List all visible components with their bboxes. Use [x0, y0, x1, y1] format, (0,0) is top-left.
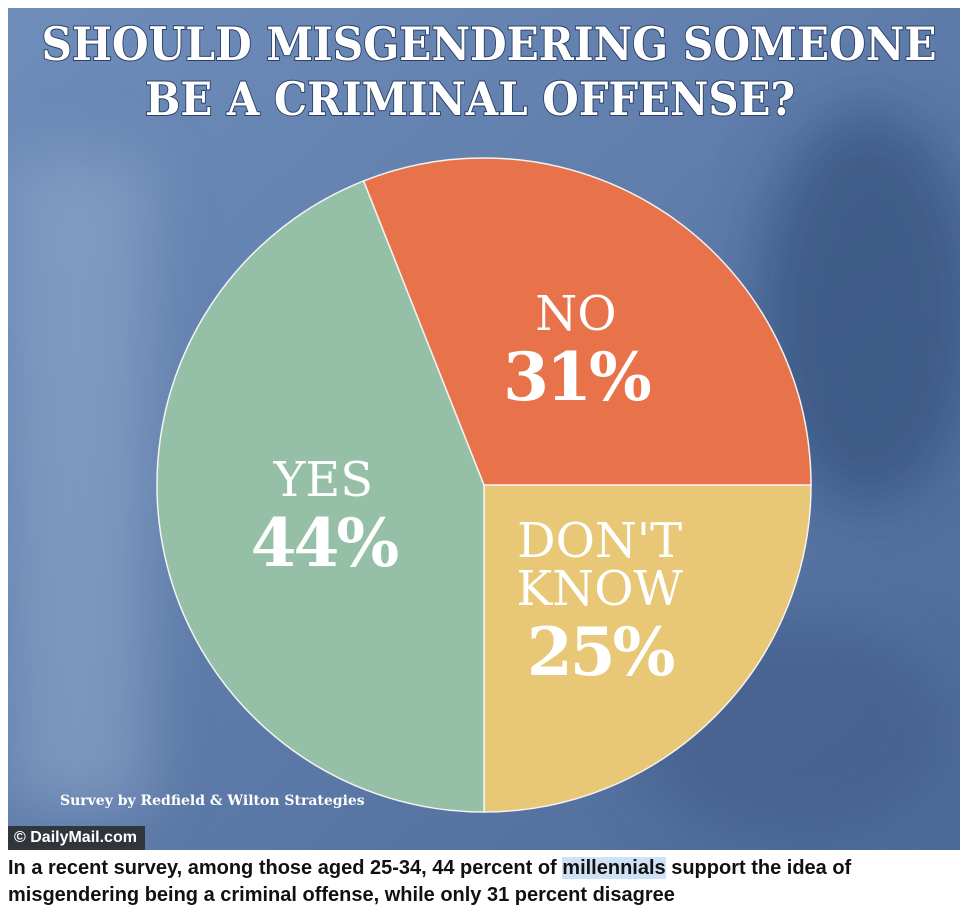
slice-label: YES 44%: [208, 456, 438, 576]
slice-label: DON'T KNOW 25%: [485, 517, 715, 685]
pie: [156, 157, 812, 813]
background-blur: [8, 108, 960, 838]
caption-text: support the idea of misgendering being a…: [8, 857, 852, 906]
title-line: SHOULD MISGENDERING SOMEONE: [42, 17, 937, 71]
chart: SHOULD MISGENDERING SOMEONE BE A CRIMINA…: [8, 8, 960, 850]
value-label: 31%: [503, 337, 652, 416]
caption: In a recent survey, among those aged 25-…: [8, 855, 958, 909]
value-label: 25%: [526, 612, 676, 691]
pie-slice: [156, 179, 485, 813]
category-label: NO: [535, 285, 617, 342]
pie-slice: [362, 157, 812, 486]
source: Survey by Redfield & Wilton Strategies: [60, 793, 365, 809]
category-label: YES: [273, 451, 374, 508]
category-label: DON'T KNOW: [516, 512, 683, 617]
credit: © DailyMail.com: [8, 826, 145, 850]
caption-highlight[interactable]: millennials: [562, 857, 666, 879]
pie-slice: [483, 484, 812, 813]
title-line: BE A CRIMINAL OFFENSE?: [145, 72, 795, 126]
title: SHOULD MISGENDERING SOMEONE BE A CRIMINA…: [41, 16, 938, 127]
slice-label: NO 31%: [461, 290, 691, 410]
infographic: SHOULD MISGENDERING SOMEONE BE A CRIMINA…: [8, 8, 960, 850]
value-label: 44%: [250, 503, 400, 582]
caption-text: In a recent survey, among those aged 25-…: [8, 857, 563, 879]
